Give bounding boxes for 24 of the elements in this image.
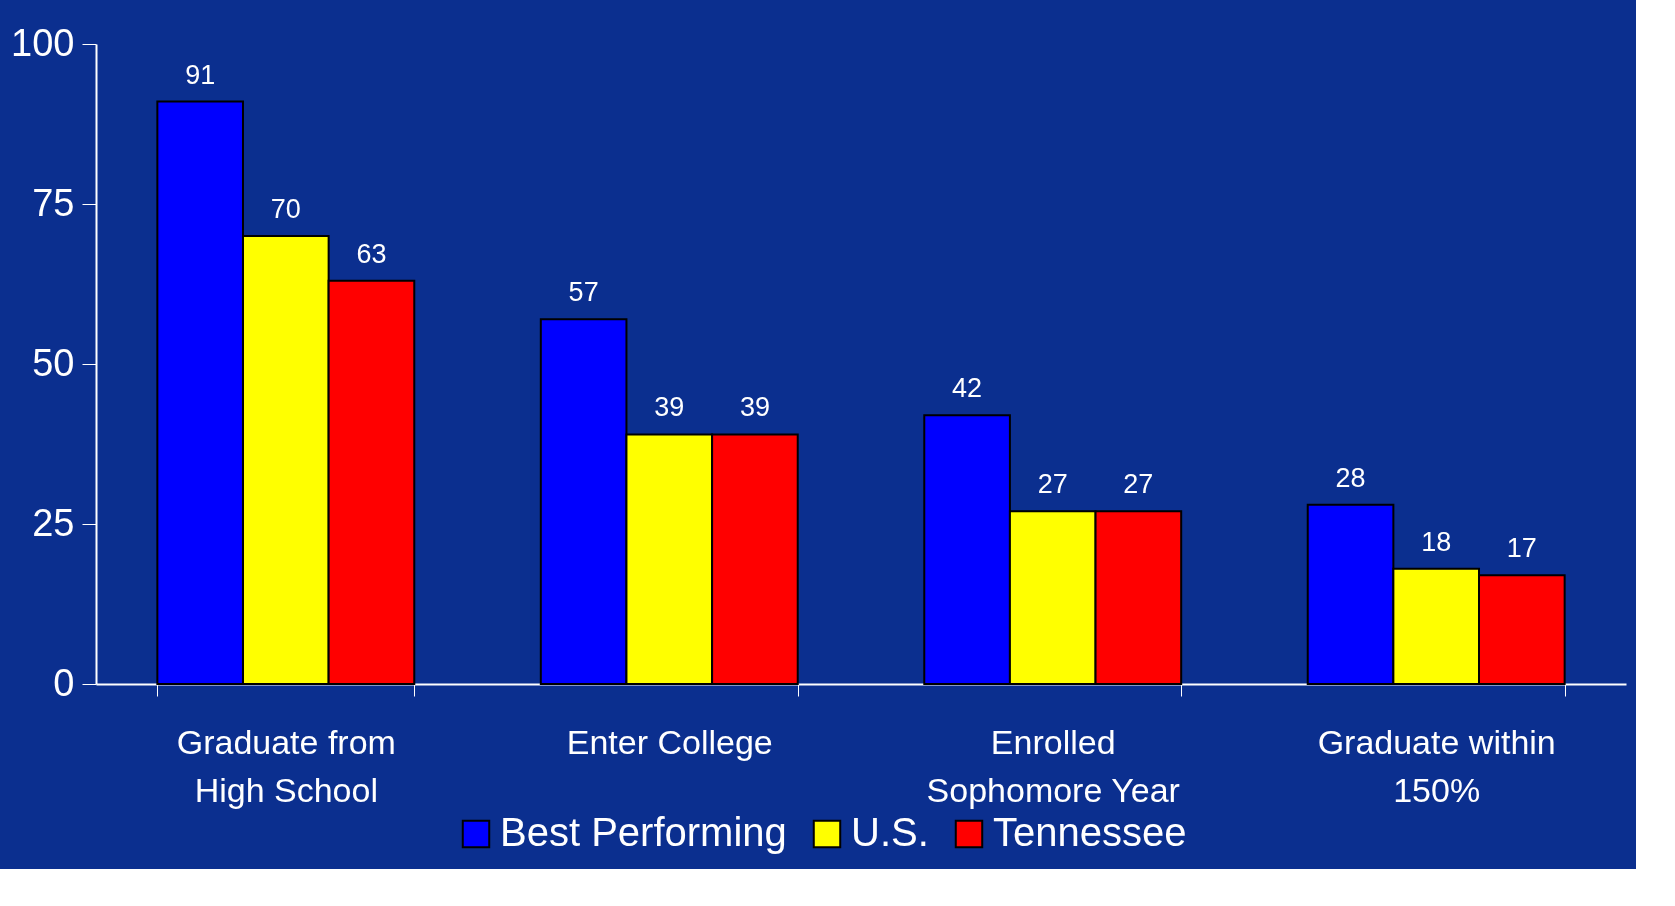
y-tick-label: 75: [32, 181, 75, 224]
data-label: 57: [568, 277, 599, 308]
data-label: 39: [654, 392, 685, 423]
y-tick-label: 100: [11, 21, 75, 64]
x-tick-label: Graduate within 150%: [1317, 722, 1556, 809]
data-label: 17: [1506, 533, 1537, 564]
data-label: 39: [739, 392, 770, 423]
y-tick-label: 25: [32, 501, 75, 544]
data-label: 27: [1037, 469, 1068, 500]
data-label: 42: [952, 373, 983, 404]
y-tick-label: 50: [32, 341, 75, 384]
data-label: 28: [1335, 462, 1366, 493]
legend-label: U.S.: [851, 810, 929, 854]
data-label: 18: [1421, 526, 1452, 557]
legend-label: Best Performing: [500, 810, 787, 854]
data-label: 70: [270, 194, 301, 224]
x-tick-label: Enrolled Sophomore Year: [926, 722, 1180, 809]
legend-label: Tennessee: [993, 810, 1187, 854]
data-label: 91: [185, 59, 216, 90]
y-tick-label: 0: [53, 661, 75, 704]
x-tick-label: Graduate from High School: [176, 722, 396, 809]
data-label: 27: [1123, 469, 1154, 500]
x-tick-label: Enter College: [566, 722, 773, 761]
data-label: 63: [356, 238, 387, 269]
